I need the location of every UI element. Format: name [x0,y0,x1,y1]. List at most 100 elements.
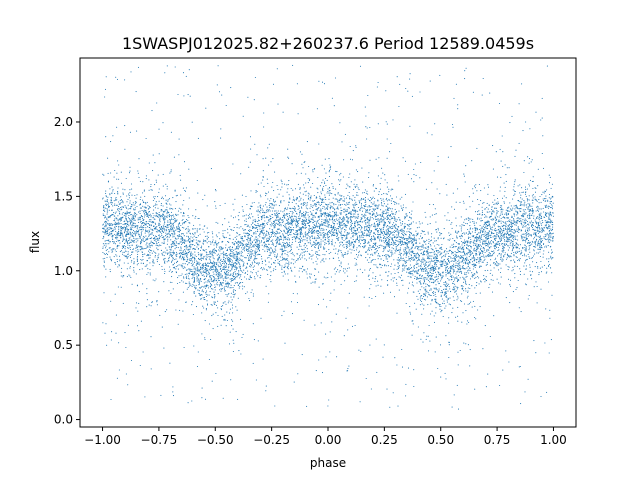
data-point [336,171,338,173]
data-point [465,280,467,283]
data-point [411,281,414,283]
data-point [337,214,339,216]
data-point [527,235,529,237]
data-point [416,295,418,297]
data-point [291,252,294,254]
data-point [370,231,372,233]
data-point [498,102,501,105]
data-point [257,264,259,266]
data-point [518,218,520,220]
data-point [162,198,164,200]
data-point [268,293,270,295]
data-point [473,240,475,242]
data-point [123,232,126,234]
data-point [532,176,534,178]
data-point [391,208,393,210]
data-point [421,230,423,232]
data-point [278,219,280,221]
data-point [250,248,252,250]
data-point [106,209,108,211]
data-point [270,217,272,219]
data-point [374,233,376,235]
data-point [400,259,402,261]
data-point [537,267,539,269]
data-point [127,231,129,233]
data-point [298,241,300,244]
data-point [470,251,472,253]
data-point [330,230,332,232]
data-point [501,209,503,211]
data-point [158,191,160,193]
data-point [320,202,323,204]
data-point [526,200,529,202]
data-point [364,225,366,228]
data-point [337,206,339,208]
data-point [383,242,385,244]
data-point [368,172,370,174]
data-point [336,199,339,201]
data-point [430,240,432,242]
data-point [482,243,484,245]
data-point [398,253,400,256]
data-point [223,259,225,261]
data-point [465,283,467,285]
data-point [498,249,500,251]
data-point [210,269,212,271]
data-point [274,254,276,256]
data-point [401,240,403,242]
data-point [398,276,400,278]
data-point [301,219,304,221]
data-point [139,212,141,215]
data-point [525,234,527,236]
data-point [343,200,345,202]
data-point [265,195,267,197]
data-point [245,195,247,198]
data-point [474,287,476,289]
data-point [220,137,222,139]
data-point [263,244,266,246]
data-point [211,266,213,269]
data-point [522,248,524,250]
data-point [381,193,383,196]
data-point [338,231,341,233]
data-point [501,258,503,260]
data-point [384,223,386,225]
data-point [275,242,277,244]
data-point [358,241,360,243]
data-point [228,258,230,260]
data-point [457,263,459,265]
data-point [207,254,209,256]
data-point [154,237,156,239]
data-point [164,220,166,222]
data-point [474,247,476,249]
data-point [169,266,171,268]
data-point [475,184,477,186]
data-point [388,256,390,258]
data-point [391,232,393,234]
data-point [482,239,484,241]
data-point [135,91,137,93]
data-point [404,160,407,162]
data-point [372,213,374,215]
data-point [328,203,330,205]
data-point [132,217,134,220]
data-point [284,258,286,260]
data-point [509,202,511,204]
data-point [340,230,342,232]
data-point [397,235,399,237]
data-point [198,217,200,220]
data-point [320,203,322,205]
data-point [460,300,462,302]
data-point [195,272,197,274]
data-point [179,281,181,284]
data-point [308,193,310,195]
data-point [474,305,476,307]
data-point [374,215,376,217]
data-point [392,253,394,255]
data-point [473,249,475,251]
data-point [350,221,352,223]
data-point [120,229,122,231]
data-point [287,219,290,221]
data-point [500,254,502,256]
data-point [436,261,438,263]
